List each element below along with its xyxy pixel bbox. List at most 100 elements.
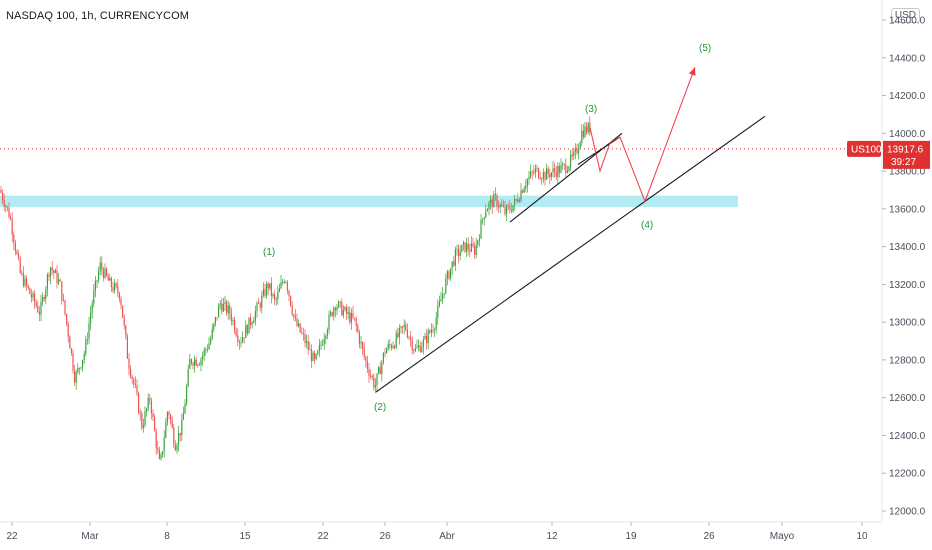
candle-body <box>536 168 538 170</box>
candle-body <box>554 168 556 172</box>
candle-body <box>45 289 47 300</box>
candle-body <box>472 243 474 247</box>
price-axis-ticks: 14600.0 14400.0 14200.0 14000.0 13800.0 13600… <box>882 16 926 518</box>
candle-body <box>139 413 141 414</box>
candle-body <box>179 432 181 436</box>
candle-body <box>141 413 143 428</box>
candle-body <box>120 298 122 306</box>
candle-body <box>256 302 258 312</box>
y-tick-label: 12400.0 <box>889 431 926 442</box>
candle-body <box>578 148 580 154</box>
candle-body <box>438 301 440 306</box>
candle-body <box>42 297 44 302</box>
candle-body <box>40 301 42 315</box>
candle-body <box>387 343 389 350</box>
candle-body <box>237 335 239 342</box>
candle-body <box>227 305 229 314</box>
candle-body <box>21 272 23 274</box>
candle-body <box>574 148 576 152</box>
candle-body <box>176 444 178 451</box>
candle-body <box>114 283 116 291</box>
candle-body <box>330 312 332 315</box>
candle-body <box>587 122 589 133</box>
candle-body <box>322 344 324 346</box>
trendlines <box>375 115 766 393</box>
candle-body <box>224 301 226 304</box>
candle-body <box>317 350 319 355</box>
candle-body <box>5 206 7 208</box>
candle-body <box>229 305 231 314</box>
candle-body <box>133 378 135 384</box>
y-tick-label: 13800.0 <box>889 167 926 178</box>
candle-body <box>403 324 405 328</box>
candle-body <box>86 339 88 341</box>
candle-body <box>112 287 114 291</box>
candle-body <box>349 312 351 323</box>
candle-body <box>326 329 328 336</box>
candle-body <box>499 204 501 208</box>
candle-body <box>510 209 512 212</box>
candle-body <box>506 205 508 215</box>
candle-body <box>378 367 380 374</box>
currency-button[interactable]: USD <box>890 8 920 23</box>
candle-body <box>190 359 192 364</box>
symbol-tag-text: US100 <box>851 144 882 155</box>
candle-body <box>91 303 93 314</box>
candle-body <box>102 269 104 278</box>
candle-body <box>394 346 396 348</box>
candle-body <box>3 200 5 207</box>
candle-body <box>374 385 376 388</box>
candle-body <box>232 320 234 322</box>
candle-body <box>246 325 248 334</box>
candle-body <box>286 282 288 291</box>
candle-body <box>195 359 197 366</box>
candle-body <box>64 300 66 314</box>
candle-body <box>146 408 148 412</box>
candle-body <box>435 317 437 330</box>
candle-body <box>10 217 12 220</box>
candle-body <box>573 151 575 156</box>
candle-body <box>485 211 487 218</box>
candle-body <box>37 306 39 313</box>
candle-body <box>266 283 268 296</box>
candle-body <box>528 176 530 180</box>
candle-body <box>344 307 346 311</box>
candle-body <box>437 305 439 318</box>
candle-body <box>278 288 280 293</box>
candle-body <box>589 122 591 133</box>
candle-body <box>242 337 244 343</box>
candle-body <box>157 447 159 451</box>
candle-body <box>50 267 52 277</box>
candle-body <box>350 313 352 323</box>
candle-body <box>520 190 522 201</box>
candle-body <box>530 171 532 177</box>
candle-body <box>302 333 304 335</box>
candle-body <box>381 362 383 375</box>
candle-body <box>173 427 175 446</box>
candle-body <box>418 345 420 347</box>
projection-arrowhead <box>688 67 696 76</box>
candle-body <box>462 242 464 246</box>
candle-body <box>296 318 298 326</box>
chart-title: NASDAQ 100, 1h, CURRENCYCOM <box>6 10 190 22</box>
candle-body <box>309 349 311 350</box>
candle-body <box>125 325 127 337</box>
candle-body <box>408 337 410 338</box>
candle-body <box>416 346 418 349</box>
price-tag <box>883 140 930 169</box>
candle-body <box>531 171 533 173</box>
candle-body <box>210 338 212 344</box>
candle-body <box>315 354 317 360</box>
candle-body <box>475 244 477 255</box>
candle-body <box>382 352 384 363</box>
candle-body <box>51 267 53 271</box>
x-tick-label: Abr <box>439 531 455 542</box>
candle-body <box>192 363 194 366</box>
candle-body <box>454 249 456 266</box>
candle-body <box>525 185 527 189</box>
candle-body <box>534 168 536 173</box>
candle-body <box>142 425 144 428</box>
trendline[interactable] <box>375 115 766 393</box>
trendline[interactable] <box>577 136 621 165</box>
candle-body <box>370 375 372 377</box>
